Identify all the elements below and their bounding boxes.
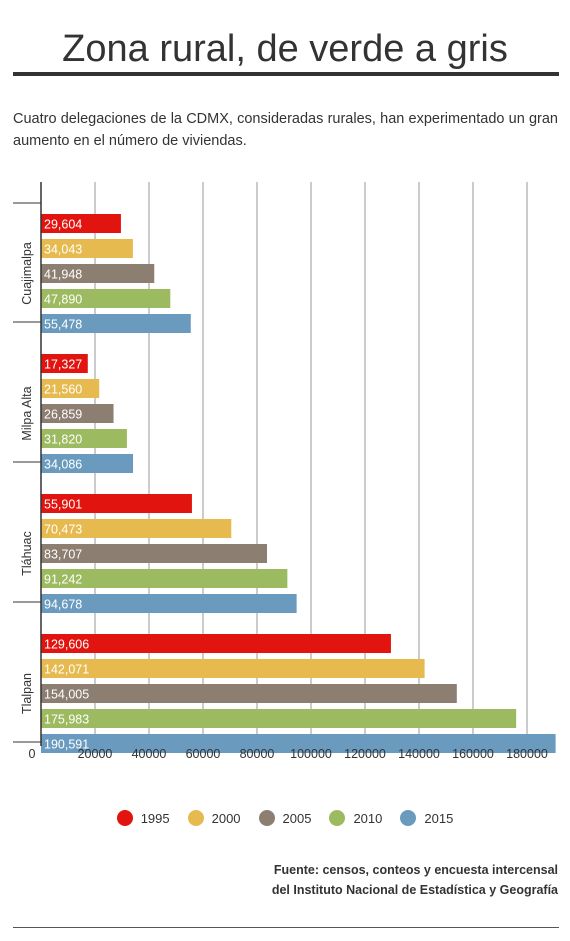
bar-value-label: 154,005 [44, 688, 89, 702]
bar [41, 544, 268, 563]
legend-swatch [329, 810, 346, 826]
bar-value-label: 91,242 [44, 573, 82, 587]
bar-value-label: 31,820 [44, 433, 82, 447]
bar-value-label: 175,983 [44, 713, 89, 727]
x-tick-label: 40000 [132, 747, 167, 761]
bar [41, 314, 191, 333]
x-tick-label: 180000 [506, 747, 548, 761]
bar-chart: 29,604 34,043 41,948 47,890 55,478 Cuajimalpa… [13, 182, 556, 761]
legend-item: 2000 [187, 810, 241, 826]
category-label: Cuajimalpa [20, 242, 34, 305]
bar [41, 239, 133, 258]
legend-item: 2005 [258, 810, 312, 826]
category-label: Tláhuac [20, 531, 34, 575]
legend-item: 2010 [329, 810, 382, 826]
source-note: Fuente: censos, conteos y encuesta inter… [272, 860, 558, 900]
title-underline [13, 72, 559, 76]
x-tick-label: 80000 [240, 747, 275, 761]
bar-value-label: 94,678 [44, 598, 82, 612]
bar [41, 659, 425, 678]
source-line-2: del Instituto Nacional de Estadística y … [271, 883, 558, 897]
bar [41, 354, 88, 373]
bar [41, 519, 232, 538]
x-tick-label: 120000 [344, 747, 386, 761]
bar-value-label: 41,948 [44, 268, 82, 282]
bar [41, 214, 121, 233]
legend-swatch [116, 810, 133, 826]
bar [41, 404, 114, 423]
legend-swatch [400, 810, 417, 826]
bar-value-label: 55,901 [44, 498, 82, 512]
bar-value-label: 21,560 [44, 383, 82, 397]
bottom-divider [13, 927, 559, 928]
x-tick-label: 20000 [78, 747, 113, 761]
source-line-1: Fuente: censos, conteos y encuesta inter… [273, 863, 558, 877]
bar-value-label: 129,606 [44, 638, 89, 652]
category-label: Milpa Alta [20, 386, 34, 440]
chart-title: Zona rural, de verde a gris [62, 28, 508, 70]
bar [41, 569, 288, 588]
legend-label: 1995 [140, 810, 170, 826]
bar-value-label: 34,043 [44, 243, 82, 257]
bar-value-label: 83,707 [44, 548, 82, 562]
legend-swatch [258, 810, 275, 826]
bar-value-label: 142,071 [44, 663, 89, 677]
bar-value-label: 26,859 [44, 408, 82, 422]
bar-value-label: 29,604 [44, 218, 82, 232]
bar-value-label: 55,478 [44, 318, 82, 332]
bar [41, 594, 297, 613]
bar [41, 494, 192, 513]
x-tick-label: 160000 [452, 747, 494, 761]
legend-item: 2015 [400, 810, 453, 826]
legend-swatch [187, 810, 204, 826]
legend-label: 2000 [211, 810, 241, 826]
bar [41, 709, 517, 728]
x-tick-label: 0 [29, 747, 36, 761]
bar-value-label: 190,591 [44, 738, 89, 752]
bar-value-label: 34,086 [44, 458, 82, 472]
bar [41, 734, 556, 753]
bar [41, 289, 171, 308]
x-tick-label: 60000 [186, 747, 221, 761]
legend-label: 2015 [424, 810, 454, 826]
bar-value-label: 47,890 [44, 293, 82, 307]
legend-item: 1995 [116, 810, 170, 826]
bar [41, 429, 127, 448]
bar [41, 684, 457, 703]
category-label: Tlalpan [20, 673, 34, 714]
bar [41, 634, 391, 653]
chart-description: Cuatro delegaciones de la CDMX, consider… [13, 111, 558, 149]
legend-label: 2010 [353, 810, 383, 826]
legend: 1995 2000 2005 2010 2015 [0, 810, 570, 826]
x-tick-label: 100000 [290, 747, 332, 761]
bar-value-label: 70,473 [44, 523, 82, 537]
bar [41, 264, 155, 283]
x-tick-label: 140000 [398, 747, 440, 761]
bar-value-label: 17,327 [44, 358, 82, 372]
bar [41, 454, 134, 473]
bar [41, 379, 100, 398]
legend-label: 2005 [282, 810, 312, 826]
